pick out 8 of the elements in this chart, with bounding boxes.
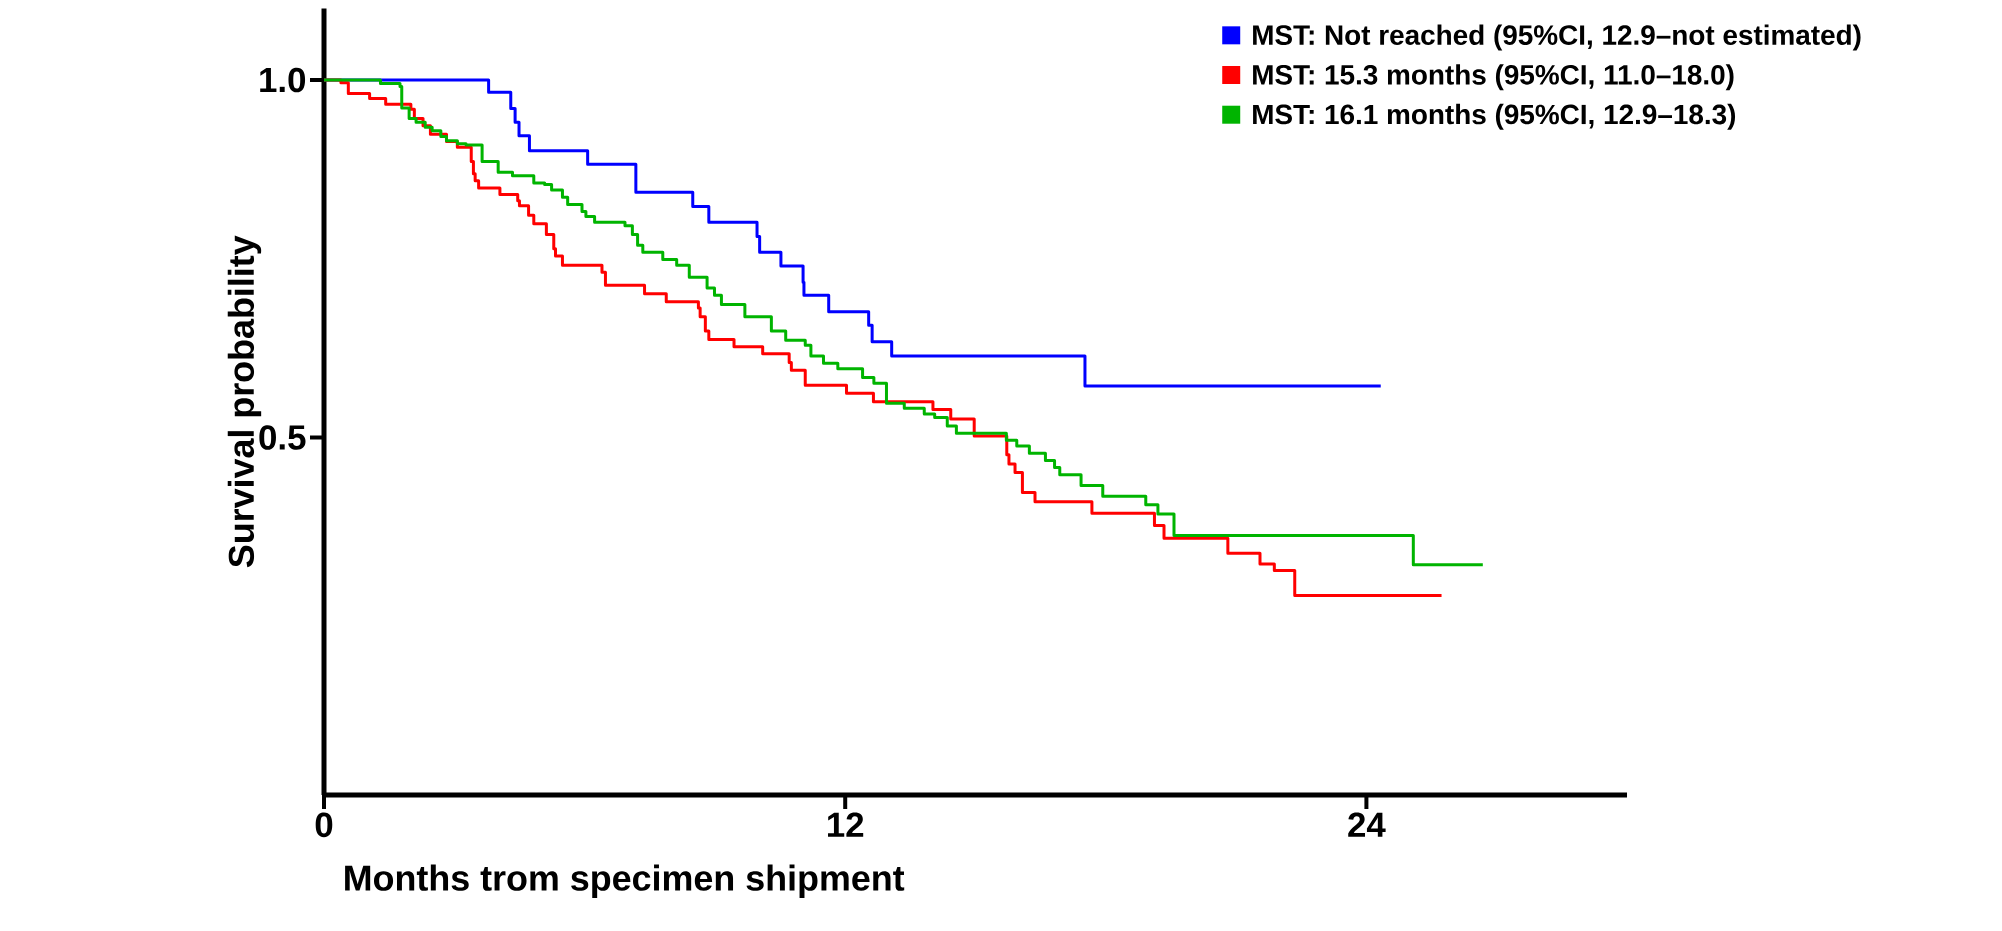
x-tick-label: 0 (315, 812, 333, 838)
legend-label: MST: Not reached (95%CI, 12.9–not estimated) (1253, 24, 1861, 51)
legend-label: MST: 15.3 months (95%CI, 11.0–18.0) (1253, 64, 1734, 91)
x-tick-label: 12 (828, 812, 864, 837)
legend-label: MST: 16.1 months (95%CI, 12.9–18.3) (1253, 103, 1736, 130)
y-tick-label: 1.0 (260, 67, 306, 93)
x-axis-title: Months trom specimen shipment (345, 864, 905, 898)
x-tick-label: 24 (1348, 812, 1386, 837)
